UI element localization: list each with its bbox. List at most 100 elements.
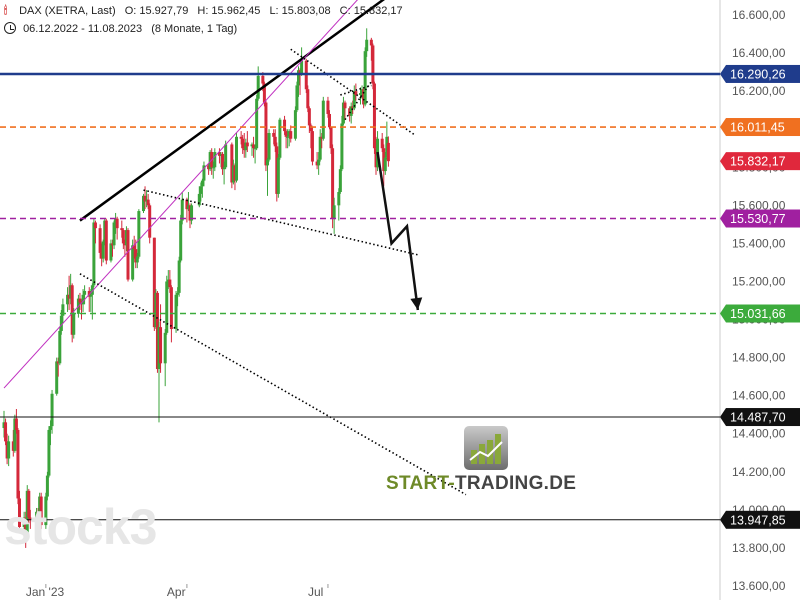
candle-body (14, 418, 18, 430)
candle-body (55, 361, 59, 394)
candle-body (59, 315, 63, 331)
candle-body (286, 136, 290, 138)
y-tick-label: 15.600,00 (732, 198, 786, 212)
y-tick-label: 14.400,00 (732, 427, 786, 441)
candle-body (5, 441, 9, 459)
candle-body (352, 91, 356, 109)
candle-body (363, 51, 367, 105)
x-tick-label: Jul (308, 585, 323, 599)
candle-body (340, 123, 344, 170)
candle-body (154, 292, 158, 328)
candle-body (49, 426, 52, 430)
candle-body (244, 142, 248, 151)
low-value: L: 15.803,08 (269, 5, 331, 17)
trendline (3, 0, 358, 389)
candle-body (56, 361, 60, 364)
candle-body (343, 102, 347, 109)
candle-body (169, 287, 173, 330)
candle-body (331, 148, 335, 219)
candle-body (11, 441, 15, 451)
y-tick-label: 15.400,00 (732, 236, 786, 250)
candle-body (219, 153, 223, 156)
chart-header-range: 06.12.2022 - 11.08.2023 (8 Monate, 1 Tag… (4, 22, 237, 35)
candle-body (176, 292, 180, 295)
candle-body (2, 422, 6, 429)
level-badge (726, 304, 800, 323)
trendline (143, 189, 419, 256)
projection-path (376, 151, 420, 311)
clock-icon (4, 22, 16, 34)
y-tick-label: 14.600,00 (732, 389, 786, 403)
candle-body (145, 199, 149, 202)
candle-body (16, 429, 20, 499)
candle-body (100, 252, 104, 259)
y-tick-label: 16.200,00 (732, 84, 786, 98)
candle-body (132, 245, 136, 250)
candle-body (272, 133, 276, 137)
candle-body (242, 148, 246, 151)
candle-body (72, 313, 76, 335)
candle-body (93, 222, 97, 229)
candle-body (362, 89, 366, 105)
candle-body (70, 285, 74, 335)
candle-body (174, 294, 178, 330)
candle-body (318, 136, 322, 160)
candle-body (306, 89, 310, 109)
stock3-watermark: stock3 (4, 499, 157, 555)
candle-body (155, 292, 159, 370)
last-price-badge-arrow (720, 152, 726, 171)
last-price-badge (726, 152, 800, 171)
candle-body (78, 298, 82, 303)
open-value: O: 15.927,79 (124, 5, 189, 17)
candle-body (180, 199, 184, 221)
candle-body (50, 393, 54, 427)
candle-body (365, 39, 369, 52)
candle-body (190, 205, 194, 221)
chart-header-ohlc: 🕯 DAX (XETRA, Last) O: 15.927,79 H: 15.9… (4, 5, 403, 18)
candle-body (114, 218, 118, 223)
candle-body (134, 249, 138, 263)
candle-body (273, 136, 277, 147)
trendline (290, 48, 416, 136)
candle-body (289, 131, 293, 139)
candle-body (298, 70, 302, 75)
candle-body (207, 165, 211, 170)
level-badge (726, 408, 800, 427)
last-price-label: 15.832,17 (730, 155, 786, 169)
candle-body (109, 243, 113, 261)
candle-body (177, 260, 181, 293)
candle-body (224, 144, 228, 168)
candle-body (159, 327, 163, 364)
candle-body (341, 102, 345, 124)
candle-body (359, 93, 362, 95)
candle-body (275, 146, 279, 194)
candle-body (69, 285, 73, 299)
trendline (79, 0, 385, 222)
candle-body (233, 165, 237, 181)
candle-body (235, 136, 238, 181)
level-badge-label: 16.011,45 (730, 121, 785, 135)
candle-body (371, 45, 375, 84)
candle-body (252, 144, 256, 149)
candle-body (267, 133, 271, 160)
candle-body (337, 192, 341, 206)
candle-body (230, 144, 234, 183)
candle-body (124, 230, 128, 246)
level-badge (726, 510, 800, 529)
candle-body (351, 106, 355, 109)
candle-body (47, 429, 51, 476)
candle-body (241, 138, 245, 149)
level-badge (726, 64, 800, 83)
candle-body (168, 279, 172, 288)
candle-body (148, 205, 152, 238)
trendline (340, 84, 372, 96)
level-badge (726, 209, 800, 228)
candle-body (38, 496, 42, 524)
candle-body (239, 136, 243, 139)
candle-body (103, 220, 107, 242)
candle-body (142, 195, 145, 212)
x-tick-label: Jan '23 (26, 585, 65, 599)
y-tick-label: 16.600,00 (732, 8, 786, 22)
candle-body (67, 294, 71, 299)
